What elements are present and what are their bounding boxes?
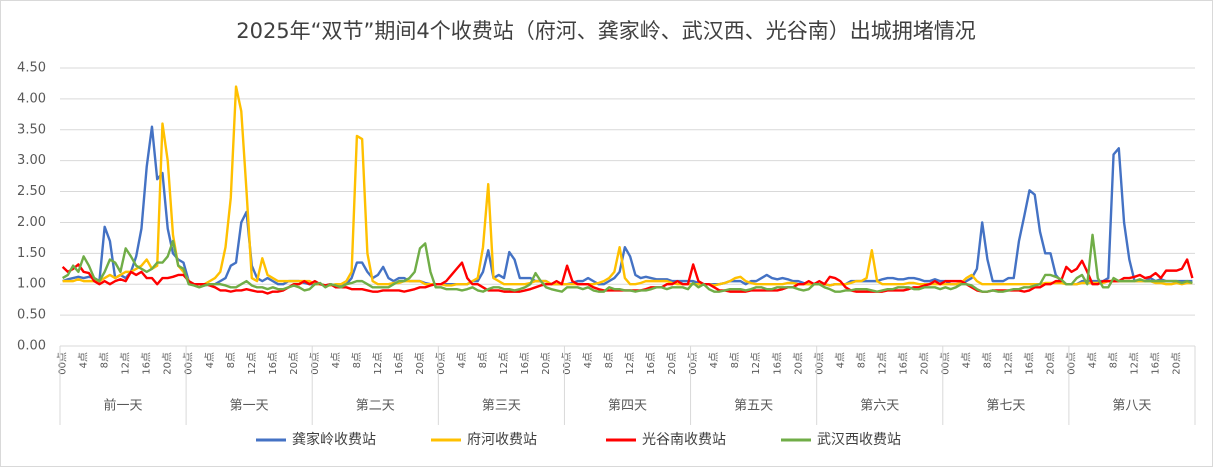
group-label: 第四天 xyxy=(608,399,647,414)
y-tick-label: 3.50 xyxy=(17,122,46,137)
x-tick-label: 4点 xyxy=(204,352,216,368)
x-tick-label: 00点 xyxy=(309,352,321,375)
x-tick-label: 20点 xyxy=(288,352,300,375)
x-tick-label: 12点 xyxy=(750,352,762,375)
chart-title: 2025年“双节”期间4个收费站（府河、龚家岭、武汉西、光谷南）出城拥堵情况 xyxy=(236,19,976,43)
x-tick-label: 16点 xyxy=(771,352,783,375)
x-tick-label: 20点 xyxy=(1171,352,1183,375)
x-tick-label: 00点 xyxy=(939,352,951,375)
x-tick-label: 4点 xyxy=(708,352,720,368)
x-tick-label: 12点 xyxy=(498,352,510,375)
y-tick-label: 1.00 xyxy=(17,277,46,292)
x-tick-label: 8点 xyxy=(351,352,363,368)
x-tick-label: 12点 xyxy=(1002,352,1014,375)
legend-label: 武汉西收费站 xyxy=(817,432,901,448)
y-tick-label: 2.50 xyxy=(17,184,46,199)
x-tick-label: 8点 xyxy=(981,352,993,368)
x-tick-label: 00点 xyxy=(183,352,195,375)
x-tick-label: 8点 xyxy=(603,352,615,368)
x-tick-label: 12点 xyxy=(120,352,132,375)
x-tick-label: 16点 xyxy=(267,352,279,375)
series-line xyxy=(62,85,1193,287)
group-label: 前一天 xyxy=(104,398,143,414)
x-tick-label: 00点 xyxy=(813,352,825,375)
group-label: 第八天 xyxy=(1112,399,1151,414)
x-tick-label: 20点 xyxy=(414,352,426,375)
group-label: 第六天 xyxy=(860,399,899,414)
x-tick-label: 4点 xyxy=(78,352,90,368)
x-tick-label: 20点 xyxy=(792,352,804,375)
x-tick-label: 12点 xyxy=(1129,352,1141,375)
y-tick-label: 4.00 xyxy=(17,91,46,106)
y-tick-label: 4.50 xyxy=(17,61,46,76)
x-tick-label: 4点 xyxy=(582,352,594,368)
x-tick-label: 8点 xyxy=(99,352,111,368)
x-tick-label: 16点 xyxy=(1023,352,1035,375)
y-tick-label: 3.00 xyxy=(17,153,46,168)
x-tick-label: 12点 xyxy=(876,352,888,375)
x-tick-label: 00点 xyxy=(687,352,699,375)
x-tick-label: 16点 xyxy=(645,352,657,375)
x-tick-label: 20点 xyxy=(1044,352,1056,375)
x-tick-label: 16点 xyxy=(1150,352,1162,375)
x-tick-label: 4点 xyxy=(330,352,342,368)
x-tick-label: 8点 xyxy=(855,352,867,368)
x-tick-label: 00点 xyxy=(435,352,447,375)
x-tick-label: 4点 xyxy=(1087,352,1099,368)
series-line xyxy=(62,233,1193,293)
x-tick-label: 4点 xyxy=(960,352,972,368)
group-label: 第二天 xyxy=(356,399,395,414)
x-tick-label: 16点 xyxy=(141,352,153,375)
x-tick-label: 8点 xyxy=(1108,352,1120,368)
x-tick-label: 20点 xyxy=(540,352,552,375)
group-label: 第三天 xyxy=(482,399,521,414)
group-label: 第一天 xyxy=(230,399,269,414)
x-tick-label: 16点 xyxy=(897,352,909,375)
x-tick-label: 00点 xyxy=(1066,352,1078,375)
x-tick-label: 12点 xyxy=(372,352,384,375)
x-tick-label: 12点 xyxy=(624,352,636,375)
x-tick-label: 4点 xyxy=(834,352,846,368)
group-label: 第七天 xyxy=(986,399,1025,414)
y-tick-label: 1.50 xyxy=(17,246,46,261)
x-tick-label: 16点 xyxy=(519,352,531,375)
x-tick-label: 20点 xyxy=(666,352,678,375)
y-tick-label: 0.50 xyxy=(17,308,46,323)
x-tick-label: 8点 xyxy=(477,352,489,368)
x-tick-label: 00点 xyxy=(561,352,573,375)
x-tick-label: 00点 xyxy=(57,352,69,375)
y-tick-label: 0.00 xyxy=(17,339,46,354)
legend-label: 龚家岭收费站 xyxy=(292,431,376,448)
x-tick-label: 16点 xyxy=(393,352,405,375)
legend-label: 光谷南收费站 xyxy=(642,432,726,448)
y-tick-label: 2.00 xyxy=(17,215,46,230)
x-tick-label: 8点 xyxy=(729,352,741,368)
x-tick-label: 4点 xyxy=(456,352,468,368)
group-label: 第五天 xyxy=(734,399,773,414)
x-tick-label: 20点 xyxy=(162,352,174,375)
x-tick-label: 20点 xyxy=(918,352,930,375)
x-tick-label: 12点 xyxy=(246,352,258,375)
x-tick-label: 8点 xyxy=(225,352,237,368)
legend-label: 府河收费站 xyxy=(467,432,537,448)
